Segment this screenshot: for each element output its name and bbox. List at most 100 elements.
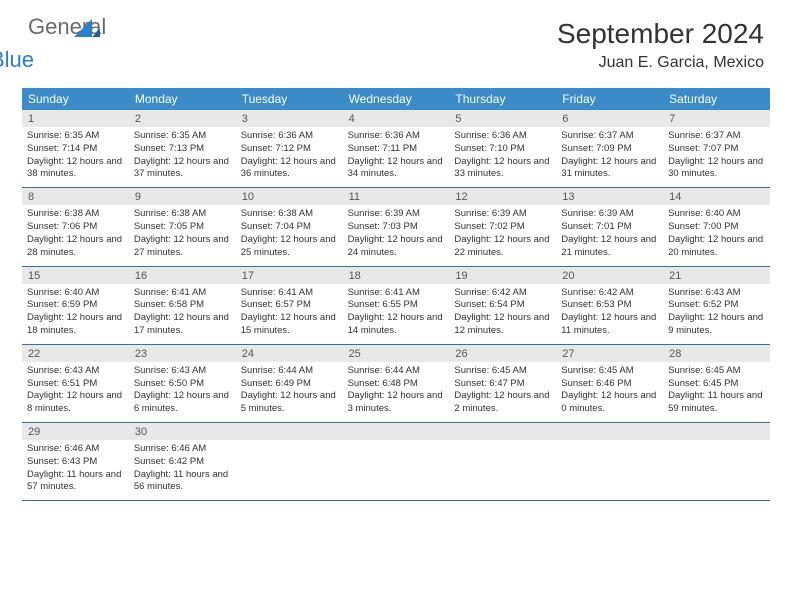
- sunrise-line: Sunrise: 6:39 AM: [348, 208, 445, 221]
- day-number-row: 1234567: [22, 110, 770, 127]
- day-header-mon: Monday: [129, 88, 236, 110]
- sunset-line: Sunset: 6:47 PM: [454, 378, 551, 391]
- sunrise-line: Sunrise: 6:42 AM: [561, 287, 658, 300]
- month-title: September 2024: [557, 18, 764, 50]
- day-number: 8: [22, 188, 129, 205]
- day-cell: [236, 440, 343, 500]
- day-number: 24: [236, 345, 343, 362]
- sunrise-line: Sunrise: 6:40 AM: [27, 287, 124, 300]
- daylight-line: Daylight: 11 hours and 56 minutes.: [134, 469, 231, 495]
- day-cell: Sunrise: 6:36 AMSunset: 7:11 PMDaylight:…: [343, 127, 450, 187]
- daylight-line: Daylight: 12 hours and 9 minutes.: [668, 312, 765, 338]
- week-row: 1234567Sunrise: 6:35 AMSunset: 7:14 PMDa…: [22, 110, 770, 188]
- day-cell: Sunrise: 6:44 AMSunset: 6:49 PMDaylight:…: [236, 362, 343, 422]
- sunrise-line: Sunrise: 6:37 AM: [561, 130, 658, 143]
- daylight-line: Daylight: 12 hours and 15 minutes.: [241, 312, 338, 338]
- week-cells: Sunrise: 6:38 AMSunset: 7:06 PMDaylight:…: [22, 205, 770, 266]
- sunset-line: Sunset: 7:02 PM: [454, 221, 551, 234]
- sunset-line: Sunset: 6:52 PM: [668, 299, 765, 312]
- sunset-line: Sunset: 6:45 PM: [668, 378, 765, 391]
- day-header-sun: Sunday: [22, 88, 129, 110]
- daylight-line: Daylight: 12 hours and 25 minutes.: [241, 234, 338, 260]
- day-number: 1: [22, 110, 129, 127]
- sunrise-line: Sunrise: 6:36 AM: [454, 130, 551, 143]
- day-header-sat: Saturday: [663, 88, 770, 110]
- week-cells: Sunrise: 6:35 AMSunset: 7:14 PMDaylight:…: [22, 127, 770, 188]
- day-cell: [449, 440, 556, 500]
- sunrise-line: Sunrise: 6:35 AM: [134, 130, 231, 143]
- day-number: [663, 423, 770, 440]
- daylight-line: Daylight: 12 hours and 5 minutes.: [241, 390, 338, 416]
- sunset-line: Sunset: 7:00 PM: [668, 221, 765, 234]
- day-number: 28: [663, 345, 770, 362]
- weeks-container: 1234567Sunrise: 6:35 AMSunset: 7:14 PMDa…: [22, 110, 770, 501]
- daylight-line: Daylight: 12 hours and 28 minutes.: [27, 234, 124, 260]
- sunset-line: Sunset: 7:13 PM: [134, 143, 231, 156]
- week-row: 22232425262728Sunrise: 6:43 AMSunset: 6:…: [22, 345, 770, 423]
- sunrise-line: Sunrise: 6:38 AM: [134, 208, 231, 221]
- sunset-line: Sunset: 7:11 PM: [348, 143, 445, 156]
- sunset-line: Sunset: 6:50 PM: [134, 378, 231, 391]
- sunrise-line: Sunrise: 6:38 AM: [241, 208, 338, 221]
- week-cells: Sunrise: 6:43 AMSunset: 6:51 PMDaylight:…: [22, 362, 770, 423]
- day-number: 3: [236, 110, 343, 127]
- sunset-line: Sunset: 6:51 PM: [27, 378, 124, 391]
- daylight-line: Daylight: 12 hours and 3 minutes.: [348, 390, 445, 416]
- day-cell: Sunrise: 6:45 AMSunset: 6:45 PMDaylight:…: [663, 362, 770, 422]
- day-number: 11: [343, 188, 450, 205]
- day-cell: Sunrise: 6:41 AMSunset: 6:57 PMDaylight:…: [236, 284, 343, 344]
- sunrise-line: Sunrise: 6:39 AM: [561, 208, 658, 221]
- day-number: 14: [663, 188, 770, 205]
- day-number-row: 22232425262728: [22, 345, 770, 362]
- sunrise-line: Sunrise: 6:36 AM: [241, 130, 338, 143]
- day-number: 30: [129, 423, 236, 440]
- sunset-line: Sunset: 6:46 PM: [561, 378, 658, 391]
- daylight-line: Daylight: 12 hours and 22 minutes.: [454, 234, 551, 260]
- day-header-wed: Wednesday: [343, 88, 450, 110]
- sunset-line: Sunset: 7:09 PM: [561, 143, 658, 156]
- sunset-line: Sunset: 7:10 PM: [454, 143, 551, 156]
- day-cell: Sunrise: 6:38 AMSunset: 7:04 PMDaylight:…: [236, 205, 343, 265]
- daylight-line: Daylight: 12 hours and 24 minutes.: [348, 234, 445, 260]
- brand-part2: Blue: [0, 51, 68, 70]
- daylight-line: Daylight: 12 hours and 2 minutes.: [454, 390, 551, 416]
- title-block: September 2024 Juan E. Garcia, Mexico: [557, 18, 764, 72]
- day-number: 20: [556, 267, 663, 284]
- week-cells: Sunrise: 6:40 AMSunset: 6:59 PM Daylight:…: [22, 284, 770, 345]
- week-cells: Sunrise: 6:46 AMSunset: 6:43 PMDaylight:…: [22, 440, 770, 501]
- sunrise-line: Sunrise: 6:41 AM: [241, 287, 338, 300]
- day-cell: Sunrise: 6:37 AMSunset: 7:07 PMDaylight:…: [663, 127, 770, 187]
- day-cell: Sunrise: 6:43 AMSunset: 6:51 PMDaylight:…: [22, 362, 129, 422]
- daylight-line: Daylight: 12 hours and 30 minutes.: [668, 156, 765, 182]
- day-cell: Sunrise: 6:36 AMSunset: 7:10 PMDaylight:…: [449, 127, 556, 187]
- page-header: General Blue September 2024 Juan E. Garc…: [0, 0, 792, 78]
- day-cell: Sunrise: 6:43 AMSunset: 6:50 PMDaylight:…: [129, 362, 236, 422]
- day-number: 21: [663, 267, 770, 284]
- sunset-line: Sunset: 7:03 PM: [348, 221, 445, 234]
- day-number: 10: [236, 188, 343, 205]
- sunset-line: Sunset: 7:12 PM: [241, 143, 338, 156]
- sunset-line: Sunset: 6:57 PM: [241, 299, 338, 312]
- sunset-line: Sunset: 7:14 PM: [27, 143, 124, 156]
- day-cell: Sunrise: 6:39 AMSunset: 7:01 PMDaylight:…: [556, 205, 663, 265]
- sunset-line: Sunset: 7:06 PM: [27, 221, 124, 234]
- sunrise-line: Sunrise: 6:39 AM: [454, 208, 551, 221]
- day-number: 6: [556, 110, 663, 127]
- day-cell: Sunrise: 6:41 AMSunset: 6:55 PMDaylight:…: [343, 284, 450, 344]
- day-number: 18: [343, 267, 450, 284]
- sunrise-line: Sunrise: 6:46 AM: [134, 443, 231, 456]
- sunrise-line: Sunrise: 6:37 AM: [668, 130, 765, 143]
- day-cell: Sunrise: 6:45 AMSunset: 6:46 PMDaylight:…: [556, 362, 663, 422]
- sunset-line: Sunset: 6:54 PM: [454, 299, 551, 312]
- day-cell: Sunrise: 6:45 AMSunset: 6:47 PMDaylight:…: [449, 362, 556, 422]
- sunrise-line: Sunrise: 6:44 AM: [241, 365, 338, 378]
- sunrise-line: Sunrise: 6:42 AM: [454, 287, 551, 300]
- sunset-line: Sunset: 6:59 PM: [27, 299, 124, 312]
- sunset-line: Sunset: 7:07 PM: [668, 143, 765, 156]
- sunrise-line: Sunrise: 6:35 AM: [27, 130, 124, 143]
- week-row: 2930Sunrise: 6:46 AMSunset: 6:43 PMDayli…: [22, 423, 770, 501]
- sunrise-line: Sunrise: 6:41 AM: [348, 287, 445, 300]
- day-cell: [663, 440, 770, 500]
- day-number: 9: [129, 188, 236, 205]
- sunset-line: Sunset: 6:49 PM: [241, 378, 338, 391]
